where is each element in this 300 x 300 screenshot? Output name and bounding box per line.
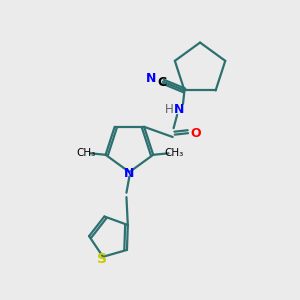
Text: S: S	[97, 252, 106, 266]
Text: CH₃: CH₃	[77, 148, 96, 158]
Text: N: N	[146, 72, 156, 85]
Text: C: C	[157, 76, 167, 89]
Text: H: H	[164, 103, 173, 116]
Text: O: O	[190, 127, 201, 140]
Text: CH₃: CH₃	[164, 148, 183, 158]
Text: N: N	[124, 167, 135, 180]
Text: N: N	[173, 103, 184, 116]
